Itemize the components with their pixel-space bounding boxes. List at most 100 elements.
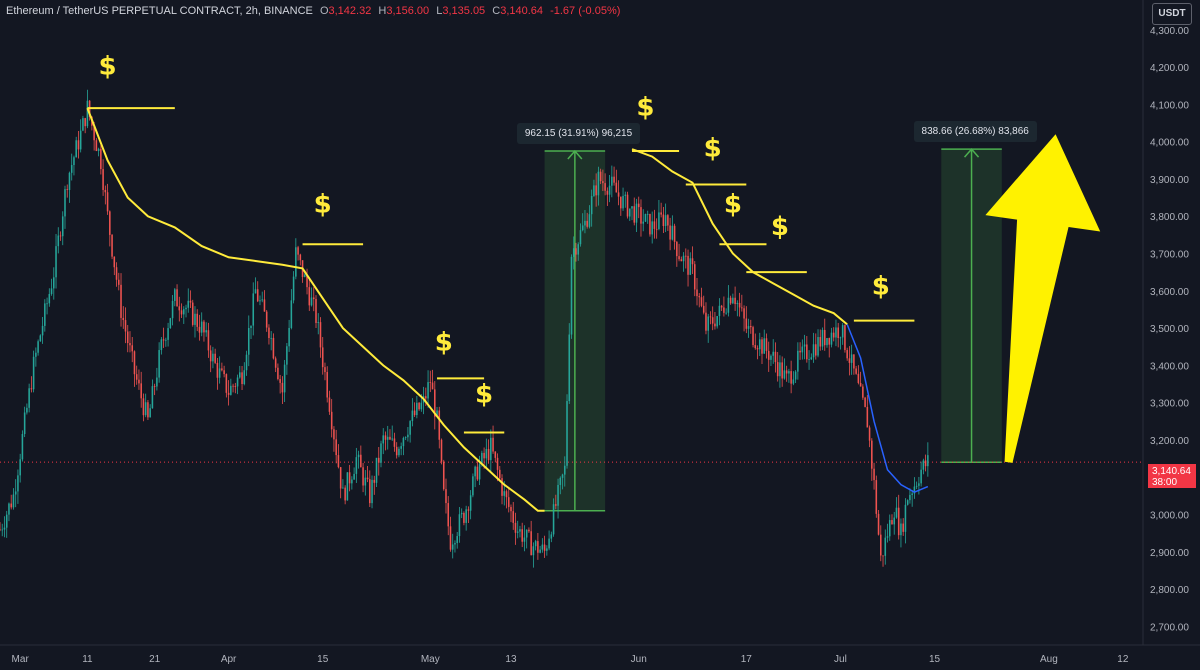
candle-body (828, 338, 831, 345)
candle-body (745, 318, 748, 329)
candle-body (469, 495, 472, 511)
candle-body (534, 541, 537, 547)
candle-body (135, 374, 138, 380)
candle-body (55, 246, 57, 278)
candle-body (593, 185, 595, 197)
candle-body (886, 536, 889, 538)
candle-body (503, 491, 506, 496)
candle-body (597, 171, 600, 196)
candle-body (373, 479, 376, 483)
candle-body (702, 305, 705, 313)
candle-body (288, 327, 290, 347)
candle-body (272, 337, 275, 359)
candle-body (409, 421, 411, 435)
x-tick-label: 15 (317, 654, 329, 665)
candle-body (371, 479, 373, 504)
candle-body (494, 451, 497, 458)
candle-body (602, 181, 604, 184)
up-arrow-icon (985, 134, 1101, 463)
candle-body (104, 189, 107, 193)
candle-body (788, 371, 790, 374)
candle-body (317, 322, 320, 323)
candle-body (23, 412, 26, 435)
candle-body (546, 548, 548, 551)
candle-body (525, 529, 528, 538)
candle-body (133, 351, 136, 375)
candle-body (693, 264, 696, 290)
candle-body (741, 307, 743, 309)
currency-button[interactable]: USDT (1152, 3, 1192, 25)
candle-body (689, 258, 692, 275)
candle-body (821, 329, 824, 347)
candle-body (189, 300, 192, 303)
dollar-sign-icon: $ (99, 52, 117, 82)
candle-body (588, 214, 591, 227)
candle-body (73, 157, 75, 166)
x-tick-label: Mar (12, 654, 30, 665)
current-price-tag: 3,140.64 38:00 (1148, 464, 1196, 488)
candle-body (95, 140, 98, 152)
candle-body (144, 402, 147, 416)
candle-body (194, 313, 196, 325)
candle-body (808, 359, 810, 360)
candle-body (131, 345, 134, 352)
dollar-sign-icon: $ (704, 134, 722, 164)
candle-body (281, 382, 284, 393)
candle-body (386, 436, 389, 440)
candle-body (360, 454, 362, 468)
candle-body (142, 398, 145, 416)
candle-body (579, 230, 582, 245)
candle-body (888, 520, 891, 537)
candle-body (481, 452, 483, 465)
symbol-title[interactable]: Ethereum / TetherUS PERPETUAL CONTRACT, … (6, 5, 313, 17)
candle-body (447, 503, 450, 527)
x-tick-label: 11 (82, 654, 93, 665)
candle-body (830, 332, 833, 345)
candle-body (586, 220, 588, 227)
candle-body (664, 215, 667, 227)
candle-body (218, 368, 221, 378)
candle-body (521, 529, 523, 542)
candle-body (17, 475, 19, 492)
candle-body (77, 140, 80, 150)
candle-body (191, 302, 194, 325)
candle-body (646, 213, 649, 215)
measure-arrow-head (963, 147, 980, 158)
y-tick-label: 2,800.00 (1150, 585, 1189, 596)
candle-body (106, 192, 109, 212)
candle-body (927, 455, 929, 467)
candle-body (196, 313, 199, 327)
candle-body (174, 289, 176, 301)
y-tick-label: 4,300.00 (1150, 26, 1189, 37)
candle-body (530, 531, 532, 556)
candle-body (176, 289, 178, 307)
dollar-sign-icon: $ (435, 327, 453, 357)
candle-body (662, 214, 665, 227)
candle-body (207, 330, 210, 351)
candle-body (70, 165, 73, 173)
candle-body (853, 354, 855, 369)
candle-body (622, 195, 624, 209)
candle-body (698, 296, 701, 298)
candle-body (837, 327, 839, 339)
candle-body (377, 457, 380, 463)
candle-body (911, 493, 913, 495)
candle-body (776, 362, 779, 377)
candle-body (478, 464, 481, 480)
candle-body (532, 546, 535, 556)
candle-body (391, 438, 393, 440)
candle-body (848, 358, 851, 363)
candle-body (810, 357, 813, 360)
candle-body (351, 479, 353, 484)
y-tick-label: 3,200.00 (1150, 436, 1189, 447)
candle-body (290, 300, 293, 328)
candle-body (431, 382, 434, 390)
candle-body (212, 353, 214, 362)
candle-body (28, 388, 30, 408)
candle-body (304, 274, 306, 278)
current-price-value: 3,140.64 (1152, 466, 1191, 477)
y-tick-label: 4,100.00 (1150, 100, 1189, 111)
candle-body (528, 529, 530, 532)
candle-body (115, 267, 118, 280)
